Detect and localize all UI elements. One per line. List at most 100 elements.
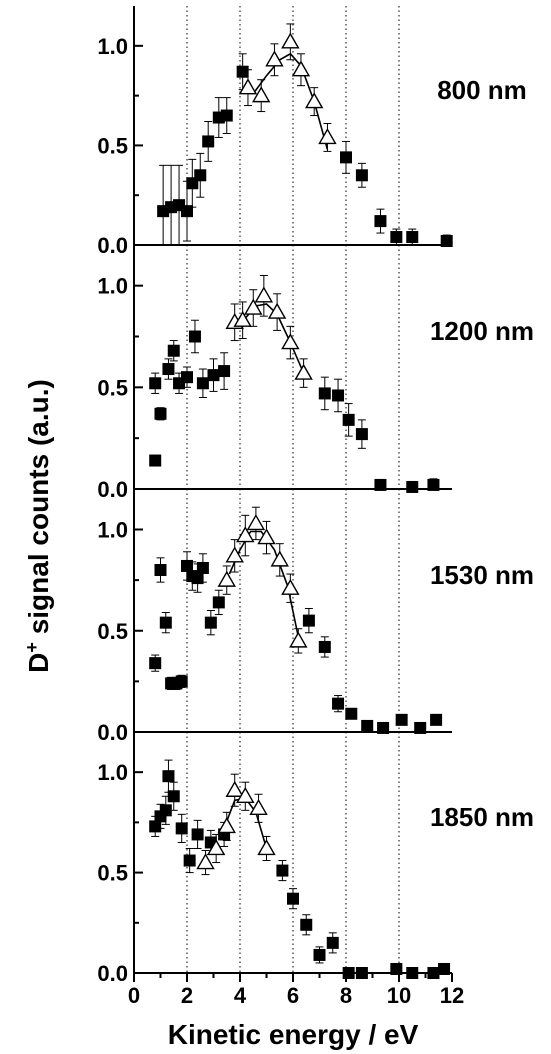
data-point-square — [406, 967, 419, 979]
data-point-square — [332, 389, 345, 402]
data-point-triangle — [257, 528, 276, 545]
data-point-square — [194, 169, 207, 182]
data-point-square — [438, 962, 451, 975]
data-point-square — [218, 365, 231, 378]
data-point-square — [390, 962, 403, 975]
data-point-triangle — [265, 50, 284, 67]
data-point-square — [149, 820, 162, 833]
data-point-square — [175, 822, 188, 835]
data-point-triangle — [225, 780, 244, 797]
y-tick-label: 1.0 — [97, 518, 128, 543]
data-point-triangle — [304, 92, 324, 109]
data-point-triangle — [291, 60, 311, 77]
y-tick-label: 0.5 — [97, 133, 128, 158]
data-point-square — [149, 657, 162, 670]
data-point-square — [149, 377, 162, 390]
data-point-square — [377, 721, 390, 734]
data-point-square — [340, 151, 352, 164]
data-point-square — [395, 713, 408, 726]
data-point-square — [204, 616, 217, 629]
y-axis-title-main: D — [23, 653, 54, 673]
x-tick-label: 6 — [287, 983, 299, 1008]
panel-4: 0.0 0.5 1.0 1850 nm — [97, 732, 534, 986]
data-point-square — [440, 235, 453, 248]
data-point-square — [427, 967, 440, 979]
y-tick-label: 0.0 — [97, 720, 128, 745]
data-point-triangle — [251, 86, 271, 103]
data-point-triangle — [236, 526, 255, 543]
data-point-square — [287, 892, 299, 905]
data-point-triangle — [294, 363, 313, 380]
data-point-square — [154, 407, 167, 420]
data-point-triangle — [238, 78, 258, 95]
panel-3: 0.0 0.5 1.0 1530 nm — [97, 489, 534, 745]
y-tick-label: 1.0 — [97, 760, 128, 785]
data-point-triangle — [206, 839, 226, 856]
data-point-square — [390, 231, 403, 244]
data-point-square — [167, 790, 180, 803]
data-point-square — [302, 614, 315, 627]
data-point-triangle — [244, 298, 263, 315]
data-point-square — [188, 330, 201, 343]
panel-label: 1850 nm — [430, 802, 534, 832]
data-point-triangle — [246, 514, 266, 531]
data-point-square — [191, 572, 204, 585]
data-point-triangle — [281, 333, 300, 350]
data-point-square — [183, 854, 196, 867]
data-point-square — [326, 936, 339, 949]
x-axis-title: Kinetic energy / eV — [168, 1019, 419, 1050]
data-point-square — [374, 478, 387, 491]
data-point-square — [196, 377, 209, 390]
data-point-square — [236, 65, 249, 78]
data-point-triangle — [236, 786, 255, 803]
data-point-square — [181, 205, 193, 218]
data-point-square — [355, 428, 368, 441]
data-point-triangle — [217, 570, 236, 587]
data-point-square — [355, 967, 368, 979]
data-point-square — [207, 369, 220, 382]
data-point-square — [361, 719, 374, 732]
data-point-square — [159, 616, 172, 629]
data-point-square — [342, 967, 355, 979]
y-axis-title-rest: signal counts (a.u.) — [23, 379, 54, 642]
data-point-square — [355, 169, 368, 182]
data-point-square — [159, 804, 172, 817]
data-point-square — [342, 413, 355, 426]
x-tick-label: 0 — [128, 983, 140, 1008]
data-point-triangle — [233, 310, 252, 327]
data-point-square — [300, 918, 313, 931]
y-tick-label: 0.5 — [97, 619, 128, 644]
y-axis-title-sup: + — [22, 642, 42, 653]
x-tick-label: 8 — [340, 983, 352, 1008]
data-point-square — [212, 596, 225, 609]
y-tick-label: 0.5 — [97, 375, 128, 400]
x-axis: 0 2 4 6 8 10 12 — [128, 973, 464, 1008]
panels-group: 0.0 0.5 1.0 800 nm 0.0 0.5 1.0 1200 nm 0.0 0.5 1.0… — [97, 6, 534, 986]
data-point-square — [318, 640, 331, 653]
data-point-square — [162, 770, 175, 783]
data-point-square — [414, 721, 427, 734]
y-tick-label: 1.0 — [97, 274, 128, 299]
data-point-triangle — [225, 546, 244, 563]
data-point-triangle — [196, 853, 215, 870]
data-point-square — [276, 864, 289, 877]
data-point-triangle — [270, 550, 289, 567]
x-tick-label: 2 — [181, 983, 193, 1008]
y-tick-label: 0.0 — [97, 233, 128, 258]
data-point-square — [374, 215, 387, 228]
panel-label: 800 nm — [437, 75, 527, 105]
data-point-square — [406, 480, 419, 493]
x-tick-label: 4 — [234, 983, 247, 1008]
panel-label: 1200 nm — [430, 316, 534, 346]
data-point-triangle — [254, 286, 274, 303]
data-point-square — [167, 344, 180, 357]
x-tick-label: 10 — [387, 983, 411, 1008]
data-point-square — [149, 454, 162, 467]
data-point-square — [181, 371, 193, 384]
data-point-triangle — [281, 578, 300, 595]
data-point-triangle — [289, 631, 308, 648]
y-tick-label: 0.5 — [97, 861, 128, 886]
data-point-triangle — [249, 798, 268, 816]
data-point-triangle — [267, 302, 287, 319]
data-point-triangle — [281, 32, 300, 49]
